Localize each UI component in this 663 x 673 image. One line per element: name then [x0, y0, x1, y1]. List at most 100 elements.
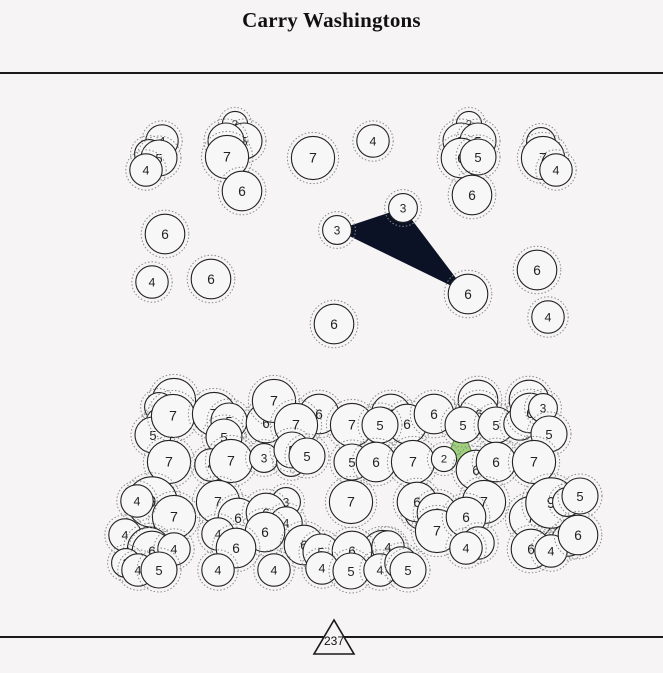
node-circle	[221, 170, 263, 212]
number-node[interactable]: 7	[286, 131, 340, 185]
number-node[interactable]: 4	[253, 549, 295, 591]
node-ring	[201, 414, 247, 460]
node-label: 4	[370, 135, 377, 149]
number-node[interactable]: 4	[116, 480, 158, 522]
node-circle	[459, 138, 497, 176]
number-node[interactable]: 4	[125, 149, 167, 191]
number-node[interactable]: 6	[217, 166, 267, 216]
number-node[interactable]: 4	[445, 527, 487, 569]
node-label: 7	[170, 510, 178, 526]
number-node[interactable]: 3	[384, 189, 422, 227]
node-label: 6	[492, 455, 500, 470]
node-ring	[557, 473, 603, 519]
number-node[interactable]: 2	[426, 441, 462, 477]
number-node[interactable]: 4	[131, 261, 173, 303]
node-label: 7	[270, 394, 278, 410]
node-label: 6	[261, 525, 269, 540]
number-node[interactable]: 6	[351, 437, 401, 487]
node-label: 4	[215, 528, 222, 542]
node-label: 6	[413, 495, 421, 510]
node-circle	[328, 479, 374, 525]
node-circle	[516, 249, 558, 291]
node-label: 9	[547, 495, 556, 512]
node-ring	[140, 209, 190, 259]
number-node[interactable]: 7	[324, 475, 378, 529]
number-node[interactable]: 6	[553, 510, 603, 560]
node-circle	[531, 300, 565, 334]
node-ring	[516, 131, 570, 185]
node-ring	[125, 149, 167, 191]
number-node[interactable]: 7	[200, 130, 254, 184]
node-label: 4	[548, 545, 555, 559]
node-circle	[135, 265, 169, 299]
node-label: 7	[409, 455, 417, 471]
node-label: 4	[271, 564, 278, 578]
node-ring	[445, 527, 487, 569]
number-node[interactable]: 6	[443, 269, 493, 319]
node-ring	[324, 475, 378, 529]
node-label: 6	[207, 272, 215, 287]
node-label: 4	[319, 562, 326, 576]
node-ring	[327, 526, 377, 576]
node-label: 5	[492, 418, 499, 433]
node-label: 7	[530, 455, 538, 471]
node-circle	[451, 174, 493, 216]
number-node[interactable]: 4	[535, 149, 577, 191]
node-label: 6	[262, 416, 270, 431]
number-node[interactable]: 4	[352, 120, 394, 162]
node-ring	[357, 402, 403, 448]
node-circle	[322, 215, 352, 245]
number-node[interactable]: 6	[447, 170, 497, 220]
number-node[interactable]: 6	[309, 299, 359, 349]
node-label: 4	[545, 311, 552, 325]
node-label: 6	[430, 407, 438, 422]
number-node[interactable]: 5	[385, 547, 431, 593]
number-node[interactable]: 6	[512, 245, 562, 295]
node-ring	[221, 118, 267, 164]
number-node[interactable]: 5	[455, 134, 501, 180]
node-ring	[526, 411, 572, 457]
header-divider	[0, 72, 663, 74]
number-node[interactable]: 7	[507, 435, 561, 489]
node-label: 4	[134, 495, 141, 509]
number-node[interactable]: 3	[245, 439, 283, 477]
node-ring	[253, 549, 295, 591]
number-node[interactable]: 5	[557, 473, 603, 519]
node-label: 7	[347, 495, 355, 511]
number-node[interactable]: 6	[140, 209, 190, 259]
node-ring	[512, 245, 562, 295]
node-ring	[136, 135, 182, 181]
node-label: 4	[143, 164, 150, 178]
node-circle	[449, 531, 483, 565]
node-label: 7	[223, 150, 231, 166]
score-counter: 237	[323, 634, 345, 648]
node-ring	[284, 433, 330, 479]
node-ring	[211, 523, 261, 573]
number-node[interactable]: 5	[136, 547, 182, 593]
number-node[interactable]: 4	[527, 296, 569, 338]
node-circle	[511, 439, 557, 485]
node-label: 4	[215, 564, 222, 578]
node-ring	[197, 549, 239, 591]
node-label: 5	[404, 563, 411, 578]
node-circle	[313, 303, 355, 345]
node-label: 6	[234, 511, 242, 526]
number-node[interactable]: 5	[284, 433, 330, 479]
number-node[interactable]: 6	[186, 254, 236, 304]
node-ring	[527, 296, 569, 338]
node-ring	[136, 547, 182, 593]
node-label: 4	[171, 543, 178, 557]
node-circle	[356, 124, 390, 158]
node-label: 4	[553, 164, 560, 178]
node-circle	[539, 153, 573, 187]
number-node[interactable]: 3	[318, 211, 356, 249]
number-node[interactable]: 4	[197, 549, 239, 591]
node-label: 4	[122, 529, 129, 543]
node-circle	[430, 445, 458, 473]
node-ring	[217, 166, 267, 216]
node-circle	[201, 553, 235, 587]
node-label: 6	[161, 227, 169, 242]
node-label: 6	[574, 528, 582, 543]
node-label: 6	[372, 455, 380, 470]
